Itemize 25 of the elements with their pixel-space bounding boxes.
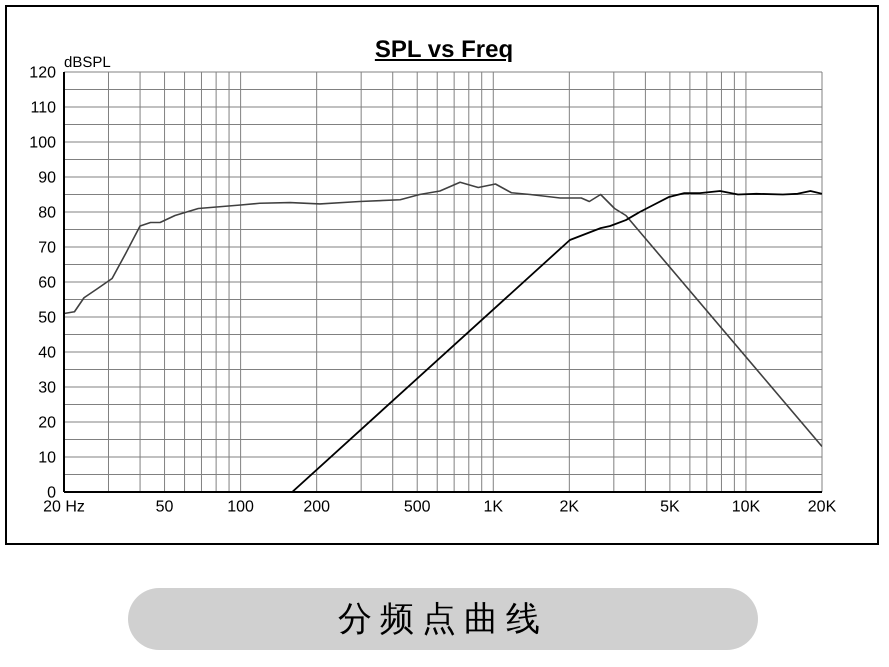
x-tick-label: 200: [303, 498, 330, 516]
x-tick-label: 20K: [808, 498, 837, 516]
x-tick-label: 50: [156, 498, 174, 516]
y-axis-title: dBSPL: [64, 54, 111, 71]
x-tick-label: 5K: [660, 498, 680, 516]
y-tick-label: 70: [38, 240, 56, 257]
x-tick-label: 20 Hz: [43, 498, 85, 516]
y-tick-label: 50: [38, 310, 56, 327]
y-tick-label: 110: [30, 100, 56, 117]
y-tick-label: 120: [29, 64, 56, 82]
y-tick-label: 80: [38, 204, 56, 222]
y-tick-label: 90: [38, 170, 56, 187]
y-tick-label: 30: [38, 380, 56, 397]
x-tick-label: 100: [227, 498, 254, 516]
x-tick-label: 2K: [560, 498, 580, 516]
y-tick-label: 40: [38, 344, 56, 362]
chart-title: SPL vs Freq: [374, 36, 514, 63]
text: 分频点曲线: [128, 588, 758, 650]
x-tick-label: 1K: [483, 498, 504, 516]
y-tick-label: 100: [29, 134, 56, 152]
y-tick-label: 10: [38, 450, 56, 467]
y-tick-label: 60: [38, 274, 56, 292]
x-tick-label: 500: [404, 498, 431, 516]
y-tick-label: 20: [38, 414, 56, 432]
x-tick-label: 10K: [732, 498, 760, 516]
